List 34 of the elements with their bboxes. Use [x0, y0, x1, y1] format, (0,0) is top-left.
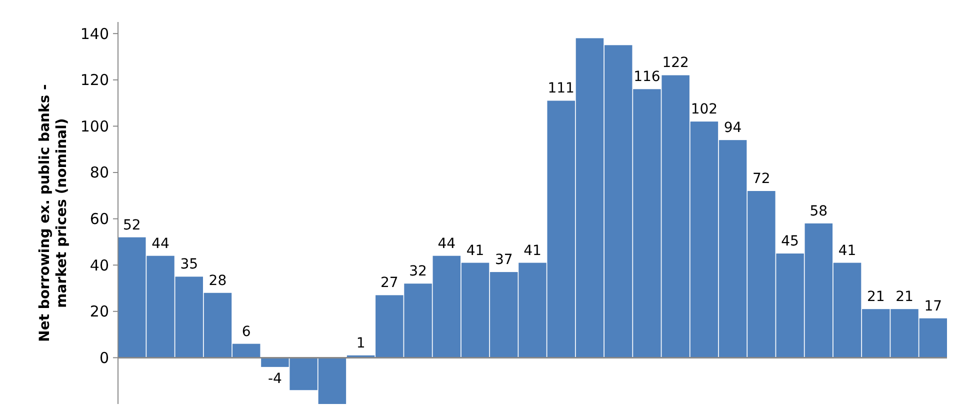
data-label: 58 [810, 203, 828, 220]
data-label: 44 [152, 236, 170, 252]
data-label: 27 [380, 275, 398, 292]
y-tick-label: 140 [80, 24, 109, 43]
data-label: 45 [781, 234, 799, 250]
data-label: 72 [752, 171, 770, 188]
data-label: 102 [690, 102, 718, 118]
y-tick-label: 80 [90, 164, 109, 182]
data-label: 111 [548, 80, 574, 97]
data-label: 122 [662, 55, 689, 72]
data-label: 37 [494, 252, 513, 268]
data-label: 28 [208, 272, 227, 289]
data-label: -4 [268, 370, 282, 387]
data-label: 35 [180, 256, 198, 273]
y-tick-label: 100 [80, 117, 109, 136]
data-label: 94 [724, 120, 742, 136]
y-axis-title: Net borrowing ex. public banks - market prices (nominal) [37, 84, 70, 342]
data-label: 41 [466, 242, 484, 259]
data-label: 21 [896, 289, 914, 306]
y-tick-label: 60 [90, 210, 109, 228]
y-tick-label: 120 [80, 71, 109, 90]
data-label: 44 [438, 236, 456, 252]
data-label: 52 [122, 217, 141, 234]
y-tick-label: 20 [90, 302, 109, 321]
y-tick-label: 40 [90, 256, 109, 274]
data-label: 116 [634, 69, 660, 86]
data-label: 41 [524, 242, 542, 259]
data-label: 1 [356, 335, 366, 352]
data-label: 6 [242, 324, 251, 340]
data-label: 17 [924, 298, 942, 314]
data-label: 41 [838, 242, 856, 259]
y-tick-label: 0 [99, 348, 109, 367]
data-label: 21 [866, 289, 885, 306]
data-label: 32 [409, 264, 427, 280]
